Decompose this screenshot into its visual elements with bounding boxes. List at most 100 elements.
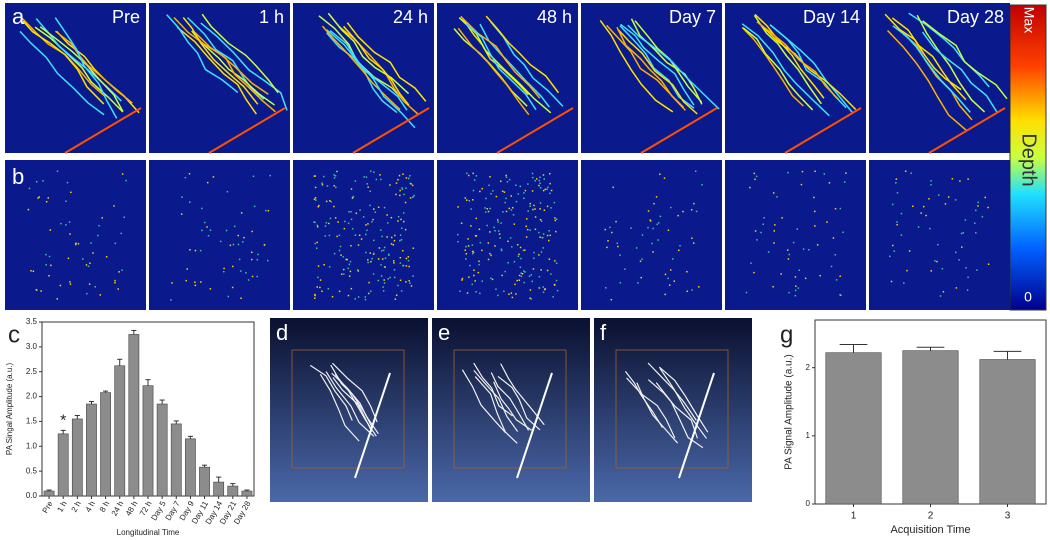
speck — [694, 170, 697, 173]
speck — [67, 257, 70, 260]
speck — [316, 225, 319, 228]
vessel — [599, 19, 674, 113]
speck — [504, 201, 506, 204]
speck — [364, 296, 367, 298]
render-box — [453, 349, 567, 469]
speck — [511, 296, 514, 299]
speck — [399, 189, 401, 192]
speck — [763, 217, 765, 219]
speck — [357, 270, 360, 272]
speck — [520, 272, 522, 274]
speck — [475, 290, 477, 293]
speck — [508, 293, 510, 295]
speck — [74, 243, 77, 246]
speck — [555, 262, 558, 265]
speck — [323, 175, 325, 178]
speck — [189, 248, 191, 251]
y-tick-label: 1.0 — [26, 441, 38, 450]
speck — [532, 268, 535, 270]
speck — [486, 224, 488, 227]
speck — [383, 206, 386, 209]
render-panel — [594, 318, 752, 502]
speck — [550, 207, 552, 209]
speck — [383, 279, 385, 281]
speck — [181, 196, 183, 198]
vessel — [640, 107, 718, 154]
speck — [929, 227, 931, 230]
speck — [975, 232, 977, 234]
speck — [409, 175, 411, 177]
image-panel — [5, 160, 146, 310]
bar — [902, 350, 959, 505]
speck — [27, 208, 30, 211]
speck — [549, 192, 551, 195]
speck — [321, 290, 323, 293]
speck — [657, 222, 660, 224]
vessel — [176, 26, 258, 115]
speck — [539, 236, 541, 238]
speck — [538, 275, 541, 278]
speck — [470, 208, 472, 210]
speck — [333, 174, 335, 176]
speck — [314, 293, 316, 296]
speck — [900, 212, 903, 215]
speck — [313, 221, 315, 223]
speck — [460, 222, 463, 225]
speck — [372, 218, 374, 221]
speck — [787, 171, 789, 174]
speck — [548, 258, 551, 260]
vessel — [617, 28, 698, 115]
speck — [383, 282, 386, 284]
speck — [30, 270, 32, 272]
speck — [227, 295, 230, 298]
speck — [506, 181, 509, 183]
speck — [340, 254, 342, 256]
speck — [934, 260, 936, 262]
y-tick-label: 0.0 — [26, 491, 38, 500]
speck — [114, 281, 116, 284]
speck — [511, 246, 513, 248]
speck — [410, 183, 412, 185]
speck — [399, 234, 402, 236]
vessel — [884, 13, 962, 91]
speck — [201, 207, 203, 210]
bar — [57, 433, 69, 497]
speck — [204, 221, 206, 224]
speck — [478, 228, 481, 231]
speck — [691, 289, 693, 291]
speck — [47, 197, 50, 199]
speck — [367, 292, 370, 295]
vessel — [54, 30, 133, 104]
speck — [501, 274, 503, 277]
speck — [976, 269, 978, 271]
speck — [242, 241, 244, 243]
vessel — [928, 107, 1006, 154]
panel-label: b — [12, 164, 24, 189]
vessel-3d — [500, 363, 545, 426]
speck — [69, 281, 71, 283]
speck — [405, 187, 407, 189]
speck — [692, 242, 695, 244]
speck — [237, 234, 239, 237]
speck — [547, 186, 549, 189]
speck — [938, 194, 940, 196]
speck — [401, 187, 403, 189]
speck — [333, 177, 336, 179]
speck — [604, 228, 607, 231]
speck — [889, 255, 891, 258]
speck — [317, 265, 320, 267]
speck — [987, 206, 989, 209]
speck — [479, 190, 481, 193]
speck — [391, 236, 393, 239]
vessel-3d — [658, 366, 709, 433]
speck — [548, 239, 550, 242]
speck — [399, 239, 401, 242]
speck — [45, 200, 48, 203]
speck — [40, 290, 42, 292]
speck — [251, 251, 253, 254]
speck — [955, 287, 958, 289]
speck — [473, 179, 476, 181]
vessel — [34, 26, 124, 113]
speck — [510, 195, 512, 197]
time-label: 24 h — [393, 7, 428, 27]
